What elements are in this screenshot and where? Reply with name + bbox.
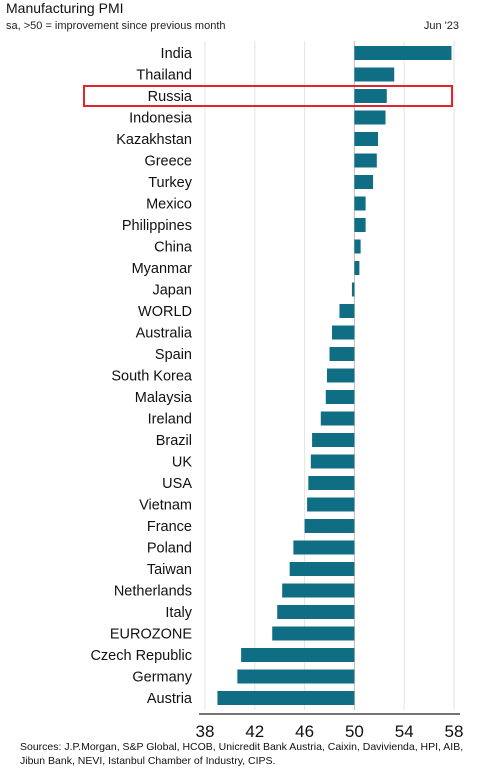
- category-label-15: South Korea: [111, 369, 193, 385]
- category-label-0: India: [161, 46, 193, 62]
- x-tick-label-4: 54: [395, 722, 414, 741]
- bar-13: [331, 325, 355, 340]
- category-label-18: Brazil: [156, 433, 192, 449]
- bar-10: [354, 261, 360, 275]
- bar-14: [329, 347, 355, 361]
- category-label-5: Greece: [144, 154, 192, 170]
- category-label-7: Mexico: [146, 197, 192, 213]
- bar-17: [320, 411, 355, 426]
- bar-16: [325, 390, 355, 404]
- category-label-11: Japan: [152, 283, 192, 299]
- category-label-4: Kazakhstan: [116, 132, 192, 148]
- bar-27: [272, 626, 355, 641]
- category-label-24: Taiwan: [147, 562, 192, 578]
- category-label-17: Ireland: [148, 412, 192, 428]
- highlight-box-0: [83, 85, 453, 107]
- sources-note: Sources: J.P.Morgan, S&P Global, HCOB, U…: [20, 741, 464, 767]
- chart-title: Manufacturing PMI: [6, 0, 124, 16]
- category-label-29: Germany: [132, 670, 192, 686]
- bar-26: [277, 605, 355, 619]
- x-tick-label-1: 42: [245, 722, 264, 741]
- bar-22: [304, 519, 355, 533]
- bar-0: [354, 46, 452, 60]
- bar-18: [312, 433, 355, 447]
- bar-12: [339, 304, 355, 318]
- bar-23: [293, 540, 355, 555]
- category-label-26: Italy: [165, 605, 192, 621]
- bar-3: [354, 110, 386, 125]
- bar-21: [307, 497, 355, 512]
- bar-19: [310, 454, 355, 469]
- category-label-2: Russia: [148, 89, 193, 105]
- bar-2: [354, 89, 387, 103]
- category-label-1: Thailand: [136, 68, 192, 84]
- bar-25: [282, 583, 355, 598]
- category-label-23: Poland: [147, 541, 192, 557]
- bar-24: [289, 562, 355, 576]
- category-label-3: Indonesia: [129, 111, 193, 127]
- chart-date: Jun '23: [423, 20, 459, 32]
- category-label-28: Czech Republic: [90, 648, 192, 664]
- category-label-6: Turkey: [148, 175, 193, 191]
- category-label-10: Myanmar: [132, 261, 193, 277]
- x-tick-label-5: 58: [445, 722, 464, 741]
- bar-9: [354, 239, 361, 254]
- bar-11: [351, 282, 355, 297]
- category-label-8: Philippines: [122, 218, 192, 234]
- category-label-9: China: [154, 240, 193, 256]
- bar-15: [327, 368, 355, 383]
- x-tick-label-2: 46: [295, 722, 314, 741]
- category-label-21: Vietnam: [139, 498, 192, 514]
- category-label-14: Spain: [155, 347, 192, 363]
- chart-subtitle: sa, >50 = improvement since previous mon…: [6, 20, 226, 32]
- bar-4: [354, 132, 379, 146]
- category-label-16: Malaysia: [135, 390, 193, 406]
- category-label-30: Austria: [147, 691, 193, 707]
- category-label-22: France: [147, 519, 192, 535]
- x-tick-label-3: 50: [345, 722, 364, 741]
- bar-20: [308, 476, 355, 490]
- bar-30: [217, 691, 355, 705]
- category-label-27: EUROZONE: [110, 627, 193, 643]
- bar-6: [354, 175, 374, 189]
- bar-1: [354, 67, 395, 82]
- bar-chart: India Thailand Russia Indonesia Kazakhstan Gr…: [83, 41, 464, 741]
- bar-7: [354, 196, 366, 211]
- category-label-13: Australia: [136, 326, 193, 342]
- category-label-19: UK: [172, 455, 192, 471]
- bar-29: [237, 669, 355, 684]
- category-label-20: USA: [162, 476, 192, 492]
- category-label-12: WORLD: [138, 304, 192, 320]
- x-tick-label-0: 38: [196, 722, 215, 741]
- bar-5: [354, 153, 377, 168]
- bar-8: [354, 218, 366, 232]
- bar-28: [241, 648, 355, 662]
- category-label-25: Netherlands: [114, 584, 192, 600]
